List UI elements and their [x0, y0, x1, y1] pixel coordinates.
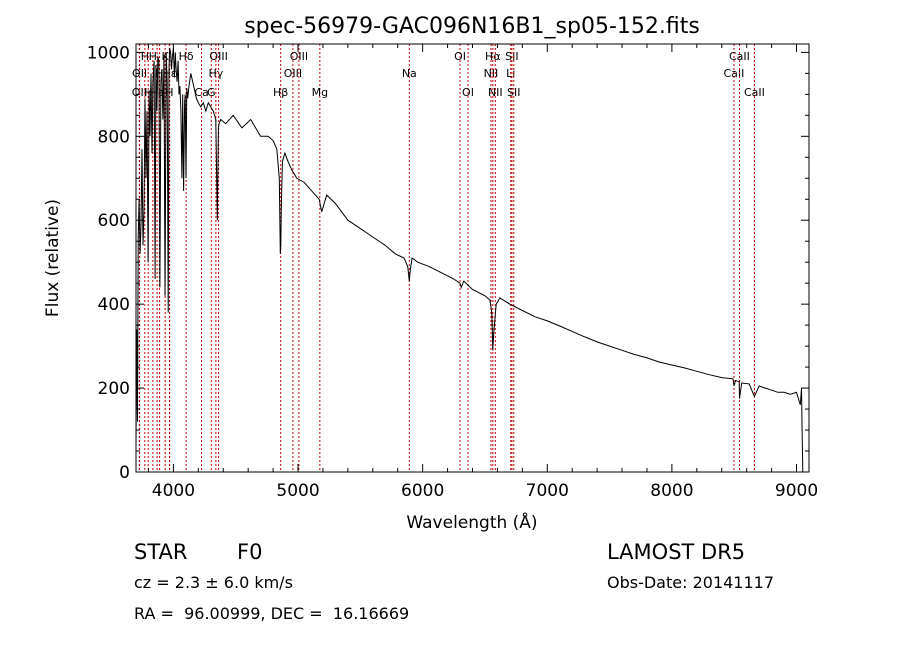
line-label: Hβ	[273, 86, 288, 99]
line-label: H	[144, 86, 152, 99]
line-label: SII	[507, 86, 520, 99]
line-label: K	[162, 50, 170, 63]
line-label: Hα	[485, 50, 501, 63]
line-label: H	[155, 67, 163, 80]
chart-title: spec-56979-GAC096N16B1_sp05-152.fits	[244, 14, 700, 39]
line-markers: OIIOIIHHHHeHKHHεHδCaGHγOIIIHβOIIIOIIIMgN…	[132, 44, 765, 472]
line-label: SII	[505, 50, 518, 63]
line-label: OI	[454, 50, 466, 63]
x-tick-label: 7000	[526, 481, 569, 501]
survey-name: LAMOST DR5	[607, 540, 746, 564]
y-tick-label: 200	[98, 379, 130, 399]
spectrum-line	[135, 48, 804, 473]
line-label: OIII	[290, 50, 308, 63]
redshift-cz: cz = 2.3 ± 6.0 km/s	[134, 573, 293, 592]
x-tick-label: 9000	[775, 481, 818, 501]
object-class: STAR	[134, 540, 188, 564]
line-label: Li	[506, 67, 515, 80]
plot-frame	[135, 43, 810, 473]
y-tick-label: 1000	[87, 43, 130, 63]
line-label: CaII	[744, 86, 765, 99]
x-tick-label: 6000	[401, 481, 444, 501]
line-label: NII	[488, 86, 503, 99]
line-label: NII	[484, 67, 499, 80]
obs-date: Obs-Date: 20141117	[607, 573, 775, 592]
spectrum-series	[135, 48, 804, 473]
line-label: OIII	[284, 67, 302, 80]
x-axis-label: Wavelength (Å)	[406, 511, 537, 533]
y-axis-label: Flux (relative)	[43, 199, 63, 317]
x-tick-label: 8000	[650, 481, 693, 501]
line-label: CaII	[724, 67, 745, 80]
line-label: H	[141, 50, 149, 63]
axes: 4000 5000 6000 7000 8000 9000 0 200 400 600 800 100…	[87, 43, 818, 501]
y-tick-label: 400	[98, 295, 130, 315]
object-subclass: F0	[237, 540, 263, 564]
x-tick-label: 4000	[152, 481, 195, 501]
line-label: G	[207, 86, 216, 99]
line-label: Ca	[194, 86, 208, 99]
coordinates: RA = 96.00999, DEC = 16.16669	[134, 604, 410, 623]
line-label: Na	[402, 67, 417, 80]
line-label: Hδ	[179, 50, 194, 63]
line-label: Hγ	[208, 67, 223, 80]
y-tick-label: 600	[98, 211, 130, 231]
x-tick-label: 5000	[276, 481, 319, 501]
line-label: CaII	[729, 50, 750, 63]
y-tick-label: 800	[98, 127, 130, 147]
line-label: Mg	[312, 86, 328, 99]
y-tick-label: 0	[119, 463, 130, 483]
line-label: H	[149, 50, 157, 63]
line-label: OIII	[209, 50, 227, 63]
line-label: OI	[462, 86, 474, 99]
